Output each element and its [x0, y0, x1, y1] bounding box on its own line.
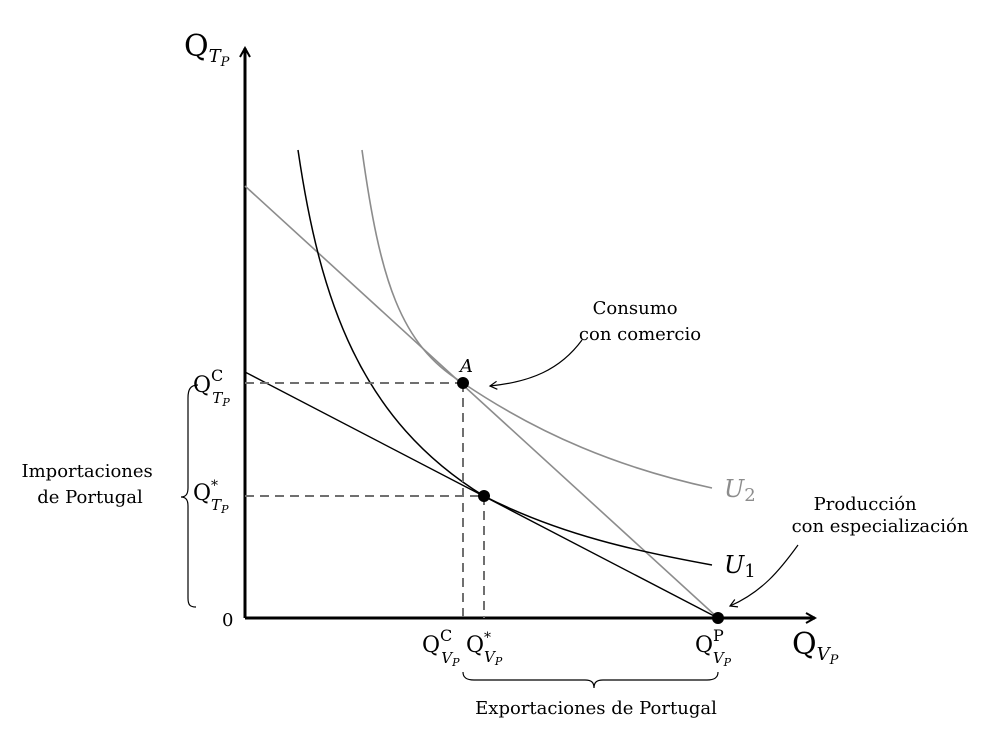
x-tick-qp-sup: P [713, 626, 724, 645]
x-tick-qc-sup: C [440, 626, 452, 645]
y-axis-label-subsub: P [220, 55, 230, 70]
indifference-curve-u1 [297, 149, 713, 566]
x-axis-label-main: Q [792, 627, 817, 662]
y-tick-qc-sup: C [211, 366, 223, 385]
x-tick-qp-main: Q [695, 633, 713, 658]
guide-lines [245, 382, 485, 618]
x-tick-qp-sub: V [713, 649, 726, 667]
u2-label-index: 2 [744, 485, 755, 506]
origin-label: 0 [222, 610, 233, 631]
x-tick-qstar: Q* VP [466, 630, 503, 668]
u1-label-index: 1 [744, 561, 755, 582]
consumo-line-2: con comercio [579, 324, 701, 345]
importaciones-brace [180, 384, 199, 608]
exportaciones-annotation: Exportaciones de Portugal [475, 698, 717, 719]
y-tick-qstar: Q* TP [193, 478, 229, 516]
trade-price-line [244, 185, 719, 619]
y-axis-label-sub: T [209, 46, 223, 67]
y-axis-label: QTP [184, 29, 230, 70]
importaciones-line-1: Importaciones [22, 461, 153, 482]
x-tick-qp-subsub: P [723, 656, 732, 669]
consumo-arrow [488, 339, 583, 390]
consumo-annotation: Consumo con comercio [579, 298, 701, 345]
point-a-label: A [458, 356, 473, 377]
x-axis-label-subsub: P [829, 653, 839, 668]
x-tick-qc-sub: V [441, 649, 454, 667]
y-tick-qstar-sup: * [211, 478, 218, 494]
point-production [712, 612, 724, 624]
y-tick-qstar-main: Q [193, 481, 211, 506]
produccion-line-1: Producción [814, 494, 917, 515]
x-tick-qstar-sub: V [484, 648, 497, 666]
y-tick-qc-subsub: P [221, 396, 230, 409]
x-tick-qstar-subsub: P [494, 655, 503, 668]
point-a [457, 377, 469, 389]
point-autarky [478, 490, 490, 502]
consumo-line-1: Consumo [593, 298, 678, 319]
exportaciones-brace [462, 671, 719, 689]
y-tick-qc: QC TP [193, 366, 230, 409]
produccion-annotation: Producción con especialización [792, 494, 969, 537]
x-tick-qc: QC VP [422, 626, 460, 669]
x-tick-qc-main: Q [422, 633, 440, 658]
produccion-line-2: con especialización [792, 516, 969, 537]
u2-label: U2 [724, 475, 756, 506]
u1-label: U1 [724, 551, 756, 582]
indifference-curve-u2 [361, 149, 713, 489]
y-tick-qstar-subsub: P [220, 503, 229, 516]
x-tick-qstar-main: Q [466, 633, 484, 658]
produccion-arrow [728, 544, 799, 608]
x-axis-label: QVP [792, 627, 839, 668]
x-axis-label-sub: V [817, 644, 832, 665]
importaciones-annotation: Importaciones de Portugal [22, 461, 159, 508]
y-tick-qc-main: Q [193, 373, 211, 398]
importaciones-line-2: de Portugal [37, 487, 143, 508]
y-axis-label-main: Q [184, 29, 209, 64]
x-tick-qp: QP VP [695, 626, 732, 669]
y-tick-qstar-sub: T [211, 496, 222, 514]
u1-label-main: U [724, 551, 745, 579]
x-tick-qc-subsub: P [451, 656, 460, 669]
y-tick-qc-sub: T [212, 389, 223, 407]
u2-label-main: U [724, 475, 745, 503]
x-tick-qstar-sup: * [484, 630, 491, 646]
